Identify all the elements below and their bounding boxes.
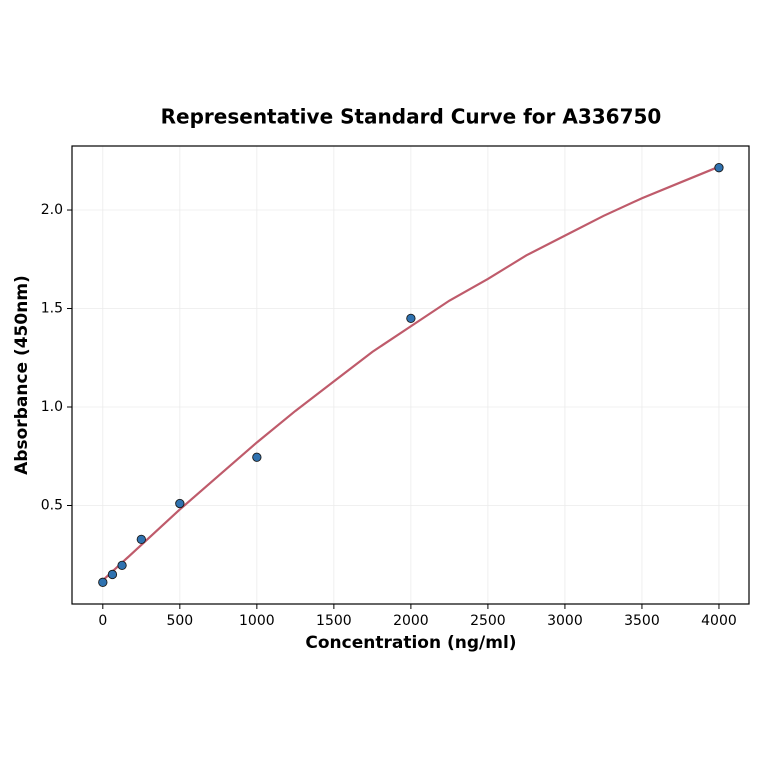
x-tick-label: 1000 — [239, 613, 275, 629]
plot-frame — [71, 145, 750, 605]
fit-curve — [102, 165, 720, 582]
x-tick-label: 0 — [98, 613, 107, 629]
y-tick-label: 0.5 — [41, 498, 63, 514]
data-point — [406, 313, 416, 324]
data-point — [714, 163, 724, 173]
y-tick-label: 2.0 — [41, 202, 63, 218]
x-tick-label: 2500 — [470, 613, 506, 629]
data-point — [107, 569, 118, 580]
x-tick-label: 500 — [166, 613, 193, 629]
data-point — [136, 534, 146, 545]
y-tick-label: 1.5 — [41, 301, 63, 317]
data-point — [252, 452, 262, 462]
data-point — [175, 498, 185, 509]
data-point — [98, 577, 108, 587]
x-tick-label: 3500 — [624, 613, 660, 629]
x-tick-label: 4000 — [701, 613, 737, 629]
x-tick-label: 3000 — [547, 613, 583, 629]
y-axis-label: Absorbance (450nm) — [12, 275, 32, 475]
x-tick-label: 1500 — [316, 613, 352, 629]
x-tick-label: 2000 — [393, 613, 429, 629]
x-axis-label: Concentration (ng/ml) — [305, 633, 516, 653]
chart-title: Representative Standard Curve for A33675… — [161, 105, 662, 129]
y-tick-label: 1.0 — [41, 399, 63, 415]
data-point — [117, 560, 127, 571]
